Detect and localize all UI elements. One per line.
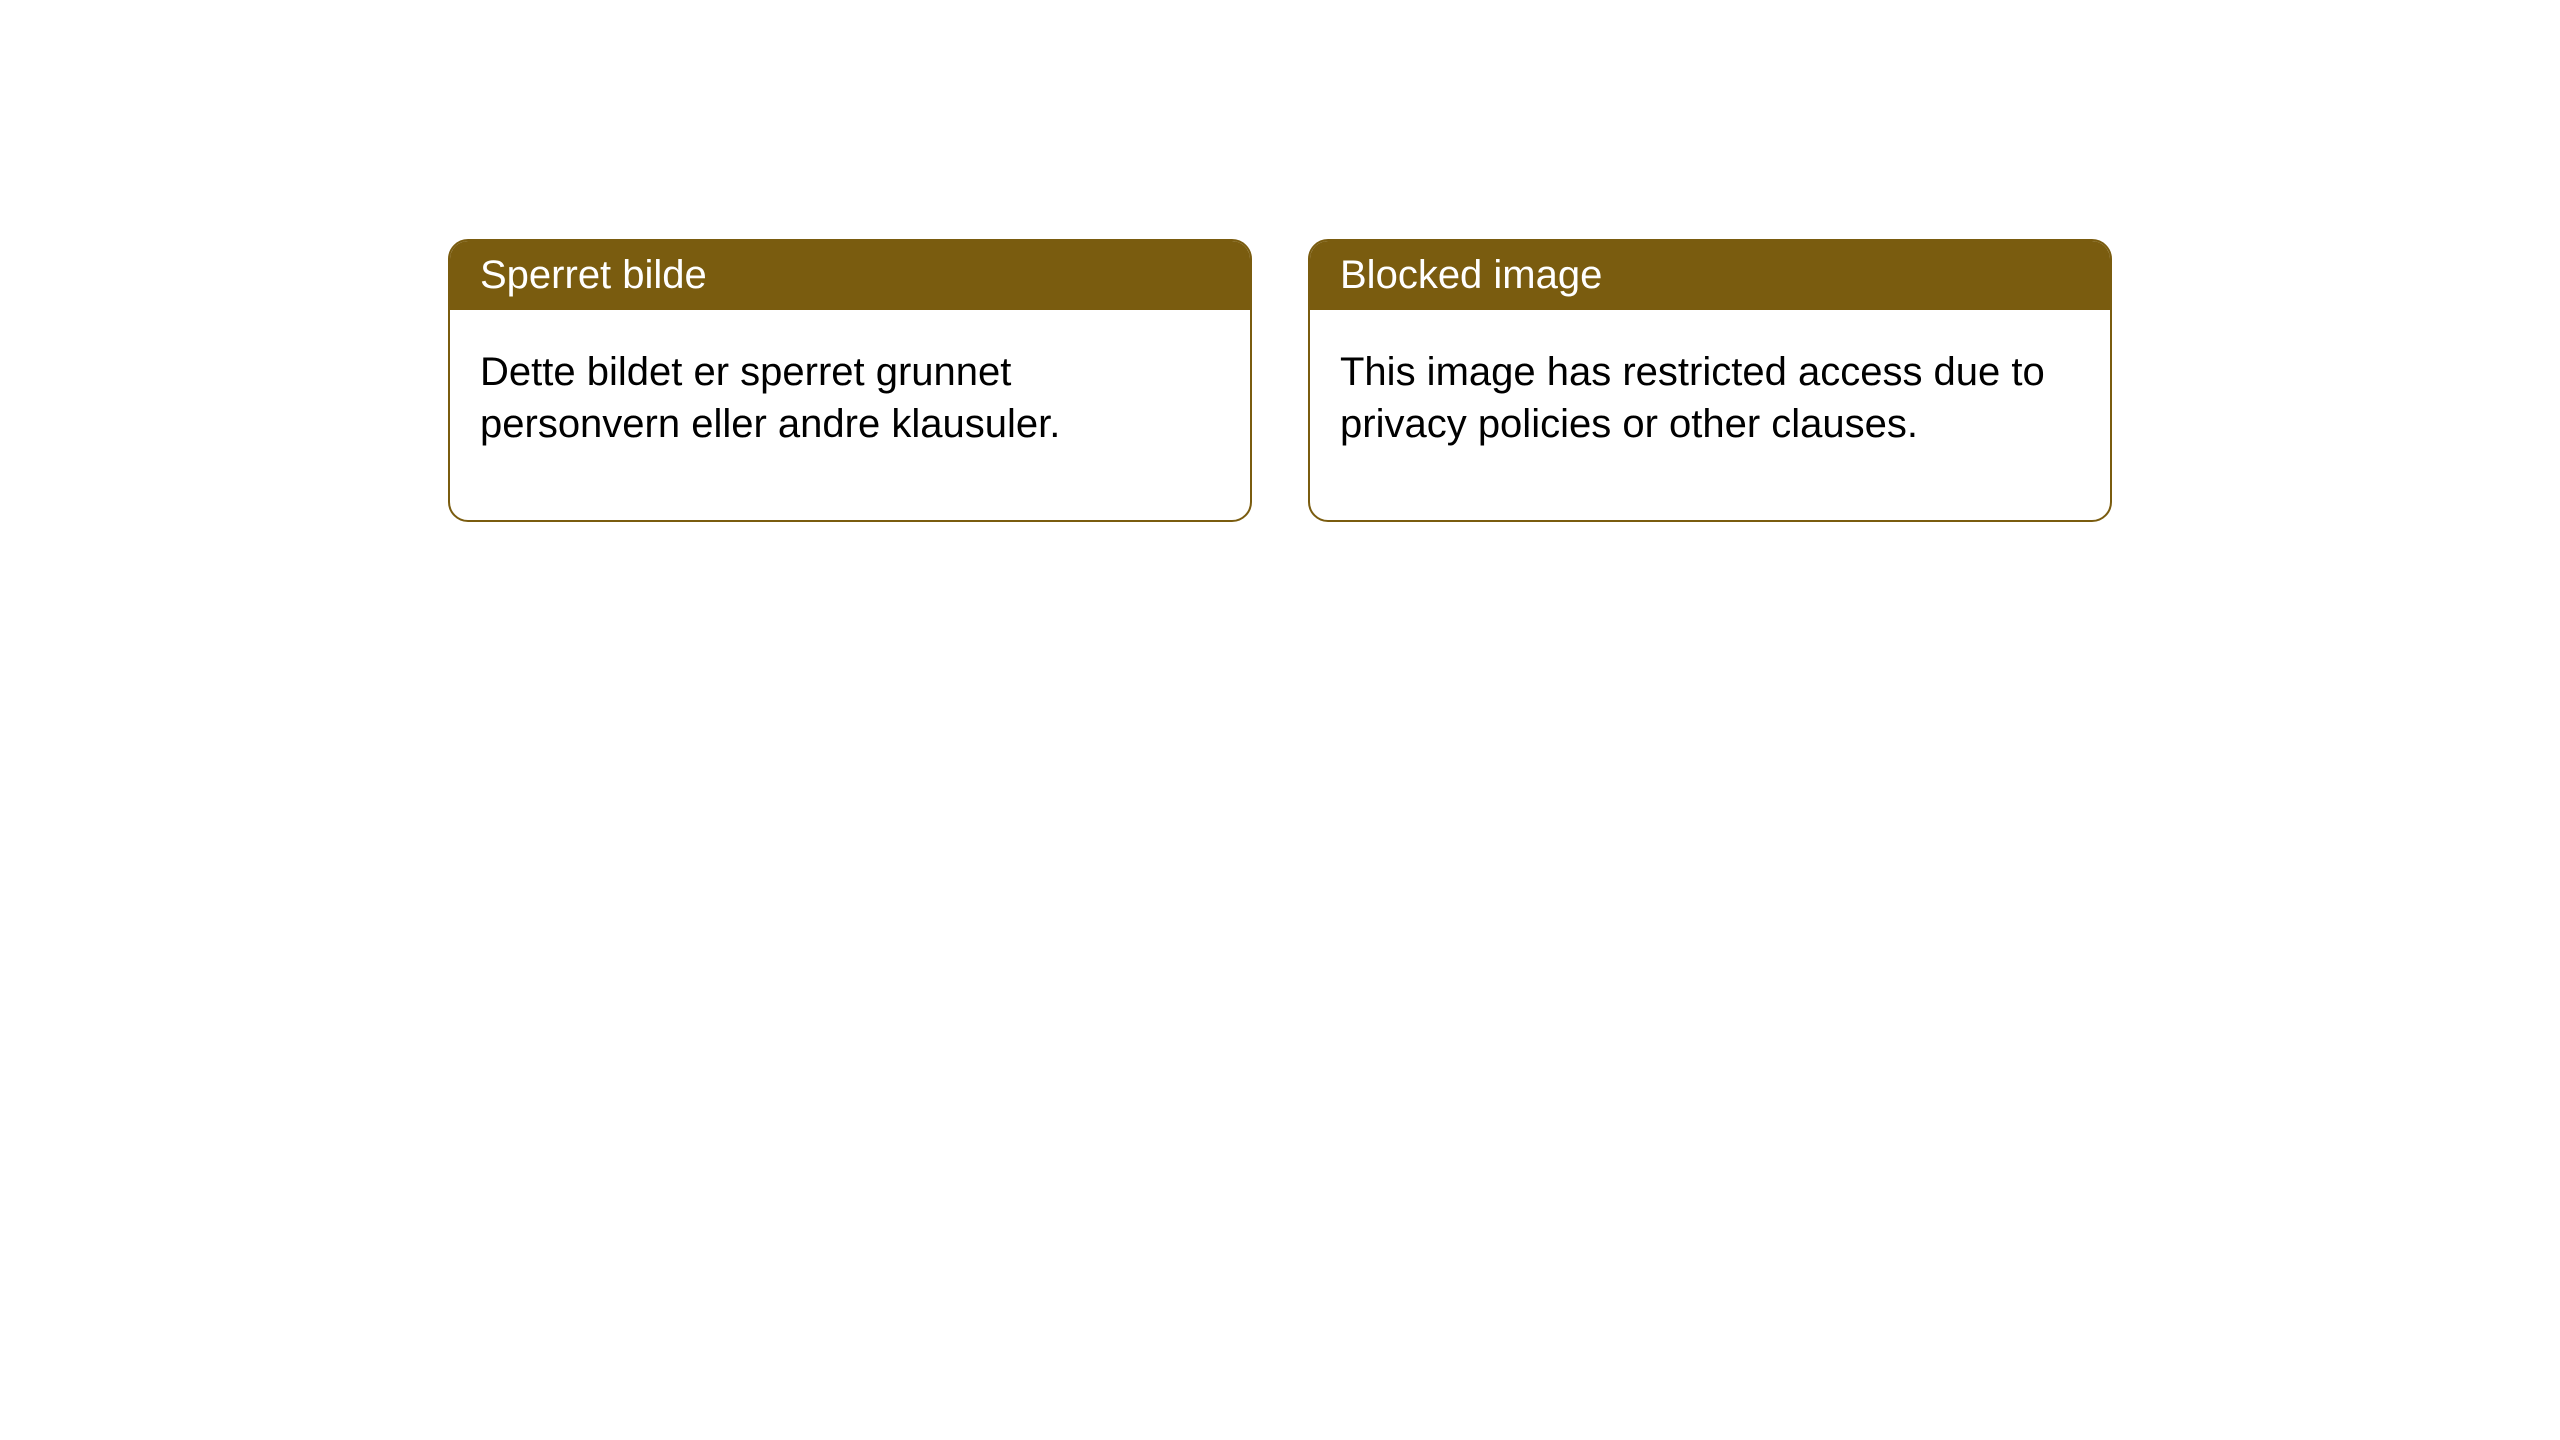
notice-title: Blocked image	[1340, 253, 1602, 297]
notice-card-english: Blocked image This image has restricted …	[1308, 239, 2112, 522]
notice-header: Sperret bilde	[450, 241, 1250, 310]
notice-text: Dette bildet er sperret grunnet personve…	[480, 350, 1060, 446]
notice-container: Sperret bilde Dette bildet er sperret gr…	[448, 239, 2112, 522]
notice-body: Dette bildet er sperret grunnet personve…	[450, 310, 1250, 520]
notice-text: This image has restricted access due to …	[1340, 350, 2045, 446]
notice-header: Blocked image	[1310, 241, 2110, 310]
notice-title: Sperret bilde	[480, 253, 707, 297]
notice-body: This image has restricted access due to …	[1310, 310, 2110, 520]
notice-card-norwegian: Sperret bilde Dette bildet er sperret gr…	[448, 239, 1252, 522]
